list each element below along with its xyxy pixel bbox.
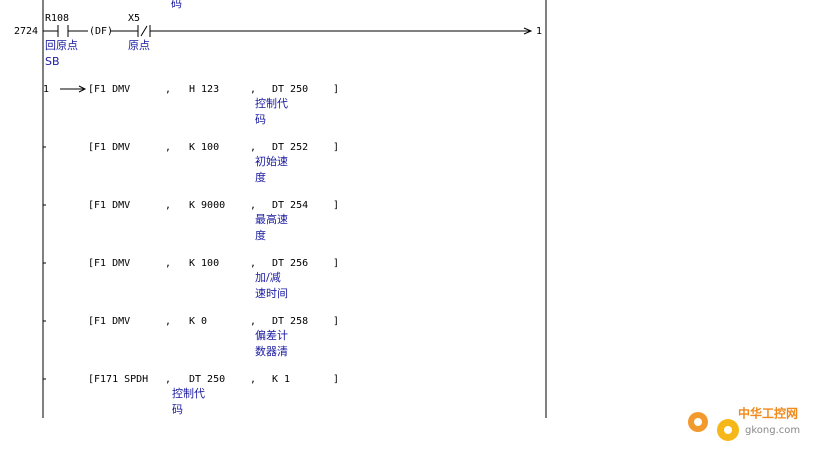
- comment: 码: [171, 0, 182, 10]
- operand: K 1: [272, 374, 290, 385]
- separator: ,: [165, 142, 171, 153]
- lead: 1: [43, 84, 49, 95]
- watermark-name: 中华工控网: [738, 406, 798, 421]
- separator: ,: [250, 258, 256, 269]
- op: [F171 SPDH: [88, 374, 148, 385]
- comment: 初始速: [255, 154, 288, 168]
- comment: 原点: [128, 39, 150, 52]
- op: [F1 DMV: [88, 316, 130, 327]
- operand: DT 250: [189, 374, 225, 385]
- operand: K 100: [189, 258, 219, 269]
- comment: 偏差计: [255, 328, 288, 342]
- separator: ,: [165, 316, 171, 327]
- op: [F1 DMV: [88, 142, 130, 153]
- bracket: ]: [333, 374, 339, 385]
- function: (DF): [89, 26, 113, 37]
- operand: K 100: [189, 142, 219, 153]
- bracket: ]: [333, 84, 339, 95]
- comment: 速时间: [255, 287, 288, 300]
- separator: ,: [165, 200, 171, 211]
- separator: ,: [165, 84, 171, 95]
- operand: DT 258: [272, 316, 308, 327]
- separator: ,: [165, 258, 171, 269]
- separator: ,: [250, 200, 256, 211]
- comment: 回原点: [45, 39, 78, 52]
- step-number: 2724: [14, 26, 38, 37]
- operand: DT 252: [272, 142, 308, 153]
- op: [F1 DMV: [88, 200, 130, 211]
- comment: 控制代: [172, 386, 205, 400]
- operand: K 9000: [189, 200, 225, 211]
- operand: K 0: [189, 316, 207, 327]
- separator: ,: [165, 374, 171, 385]
- separator: ,: [250, 84, 256, 95]
- comment: 码: [172, 403, 183, 416]
- comment: 度: [255, 228, 266, 242]
- comment: 数器清: [255, 345, 288, 358]
- comment: 最高速: [255, 212, 288, 226]
- operand: DT 254: [272, 200, 308, 211]
- separator: ,: [250, 316, 256, 327]
- output: 1: [536, 26, 542, 37]
- watermark: 中华工控网 gkong.com: [688, 406, 800, 441]
- operand: DT 250: [272, 84, 308, 95]
- contact-label: R108: [45, 13, 69, 24]
- comment: 度: [255, 170, 266, 184]
- bracket: ]: [333, 258, 339, 269]
- bracket: ]: [333, 316, 339, 327]
- op: [F1 DMV: [88, 84, 130, 95]
- comment: 码: [255, 113, 266, 126]
- watermark-site: gkong.com: [745, 425, 800, 436]
- op: [F1 DMV: [88, 258, 130, 269]
- operand: H 123: [189, 84, 219, 95]
- separator: ,: [250, 142, 256, 153]
- comment: SB: [45, 55, 60, 68]
- separator: ,: [250, 374, 256, 385]
- bracket: ]: [333, 142, 339, 153]
- contact-label: X5: [128, 13, 140, 24]
- operand: DT 256: [272, 258, 308, 269]
- comment: 加/减: [255, 271, 281, 284]
- rung-wire: [43, 25, 533, 93]
- bracket: ]: [333, 200, 339, 211]
- comment: 控制代: [255, 96, 288, 110]
